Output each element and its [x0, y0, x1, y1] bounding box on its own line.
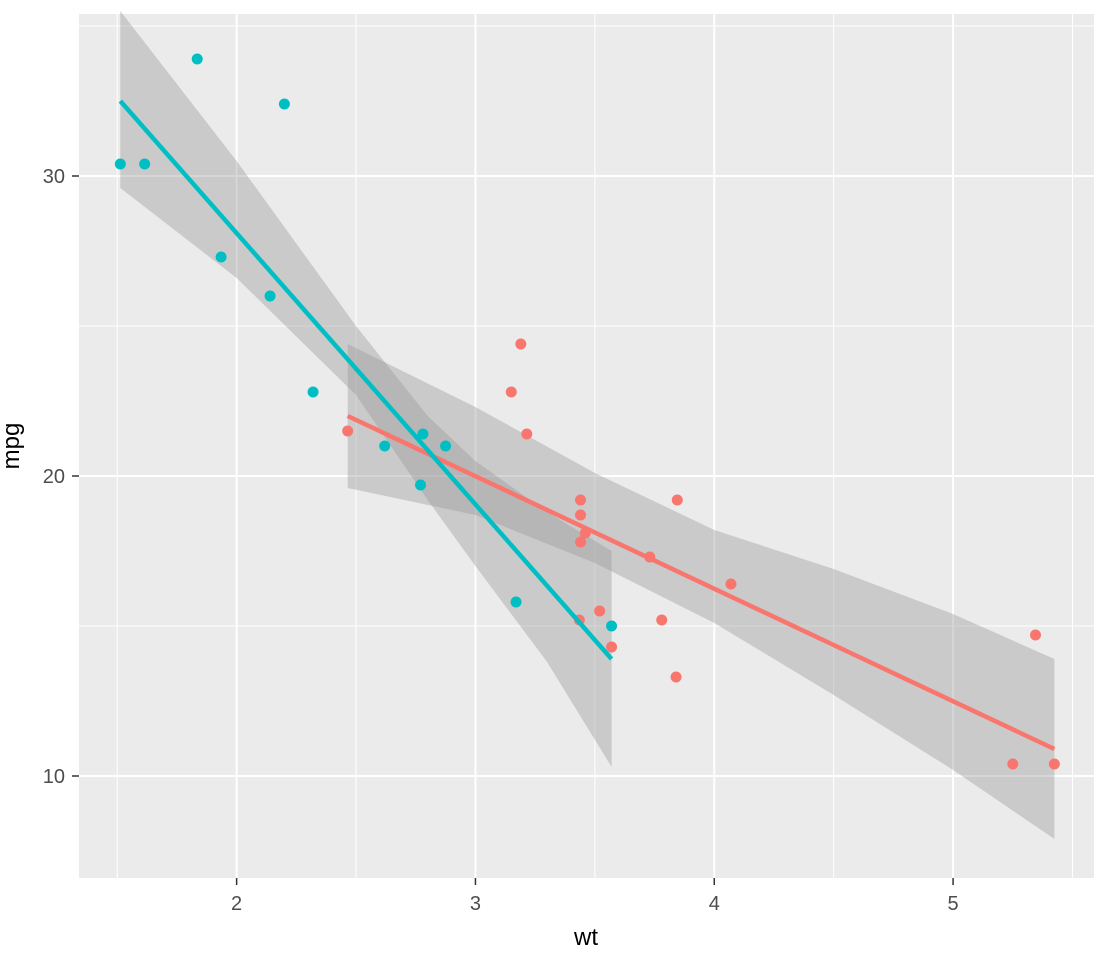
fit-lines [118, 99, 1056, 752]
point-s0-17 [1029, 629, 1041, 641]
data-points [114, 53, 1060, 770]
point-s0-12 [656, 614, 668, 626]
point-s0-10 [606, 641, 618, 653]
confidence-band-1 [120, 11, 612, 767]
x-tick-label-1: 3 [470, 893, 481, 915]
grid-minor [79, 14, 1094, 878]
point-s1-3 [215, 251, 227, 263]
y-tick-label-2: 30 [43, 166, 65, 188]
point-s0-6 [575, 536, 587, 548]
point-s0-15 [725, 578, 737, 590]
point-s0-2 [515, 338, 527, 350]
point-s0-13 [670, 671, 682, 683]
point-s1-1 [139, 158, 151, 170]
y-tick-label-0: 10 [43, 766, 65, 788]
point-s1-11 [510, 596, 522, 608]
x-axis-title: wt [573, 924, 598, 951]
point-s0-16 [1007, 758, 1019, 770]
point-s1-4 [264, 290, 276, 302]
point-s1-2 [191, 53, 203, 65]
y-tick-label-1: 20 [43, 466, 65, 488]
confidence-band-0 [347, 344, 1055, 839]
point-s0-9 [594, 605, 606, 617]
point-s0-3 [521, 428, 533, 440]
point-s0-0 [342, 425, 354, 437]
point-s1-12 [606, 620, 618, 632]
point-s1-10 [440, 440, 452, 452]
y-axis-title: mpg [0, 423, 25, 470]
point-s0-4 [575, 509, 587, 521]
point-s1-9 [417, 428, 429, 440]
point-s0-1 [505, 386, 517, 398]
plot-panel [79, 14, 1094, 878]
fit-line-0 [346, 413, 1056, 752]
point-s1-5 [278, 98, 290, 110]
point-s1-7 [379, 440, 391, 452]
axes: 2 3 4 5 10 20 30 [43, 166, 959, 915]
point-s1-8 [415, 479, 427, 491]
confidence-bands [120, 11, 1055, 839]
x-tick-label-2: 4 [709, 893, 720, 915]
point-s0-14 [671, 494, 683, 506]
point-s1-0 [114, 158, 126, 170]
point-s0-5 [575, 494, 587, 506]
point-s0-18 [1048, 758, 1060, 770]
x-tick-label-3: 5 [948, 893, 959, 915]
grid-major [79, 14, 1094, 878]
x-tick-label-0: 2 [231, 893, 242, 915]
fit-line-1 [118, 99, 614, 661]
point-s1-6 [307, 386, 319, 398]
